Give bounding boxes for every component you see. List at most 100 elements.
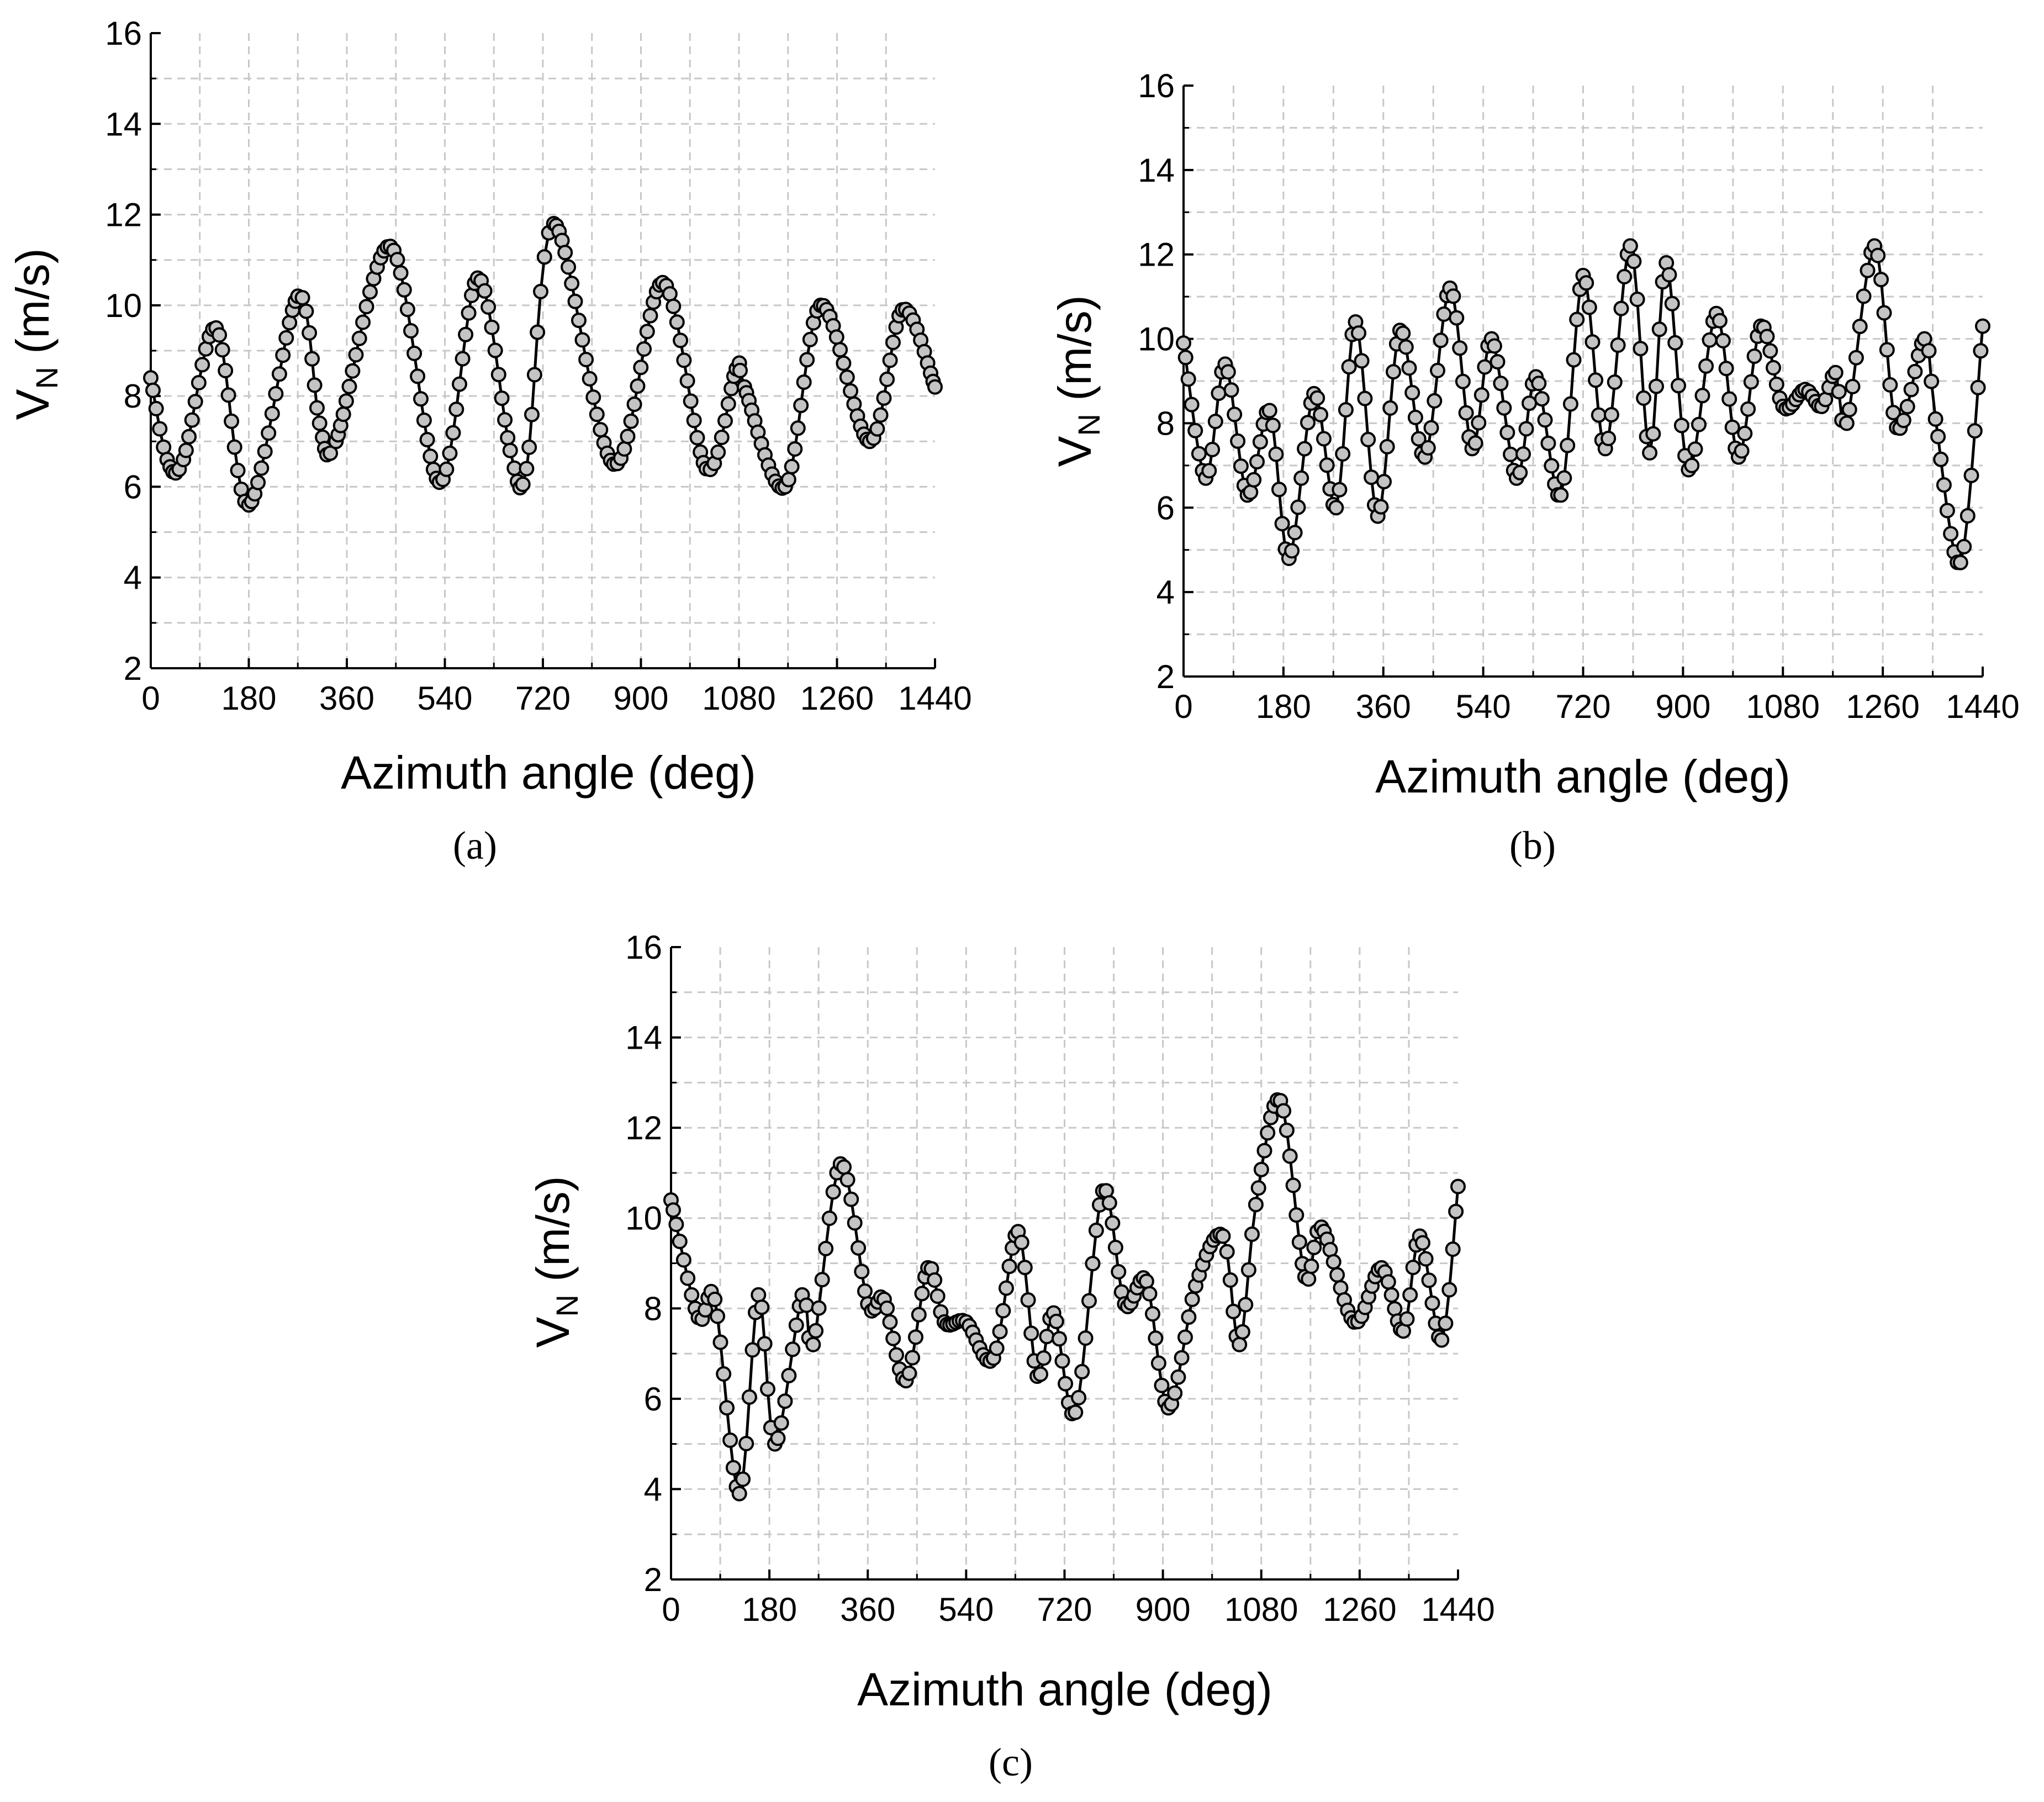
data-point — [720, 396, 736, 412]
data-point — [1841, 401, 1857, 418]
data-point — [1873, 272, 1889, 288]
data-point — [1924, 373, 1940, 389]
x-tick-label: 900 — [1135, 1591, 1191, 1628]
data-point — [355, 314, 371, 330]
axes-a — [150, 32, 936, 669]
data-point — [1531, 376, 1547, 392]
data-point — [1219, 1244, 1235, 1260]
data-point — [666, 298, 682, 314]
data-point — [873, 407, 889, 423]
data-point — [1285, 1177, 1301, 1193]
y-axis-label-main-a: V — [7, 389, 59, 420]
data-point — [1184, 397, 1200, 413]
data-point — [1879, 342, 1895, 358]
data-point — [808, 1323, 824, 1339]
data-point — [1649, 378, 1664, 394]
data-point — [1404, 385, 1420, 400]
data-point — [1248, 1197, 1264, 1213]
data-point — [719, 1400, 735, 1416]
x-tick-label: 1440 — [898, 680, 971, 717]
chart-panel-c: 0 180 360 540 720 900 1080 1260 1440 2 4 6 8 10 12 14 16… — [527, 929, 1495, 1784]
data-point — [1048, 1313, 1064, 1329]
data-point — [710, 1308, 726, 1324]
data-point — [1399, 1311, 1415, 1327]
data-point — [1452, 340, 1468, 356]
data-point — [780, 472, 796, 488]
data-point — [684, 1287, 700, 1303]
data-point — [480, 299, 497, 315]
data-point — [633, 360, 649, 376]
data-point — [282, 315, 298, 331]
data-point — [1191, 446, 1207, 462]
data-point — [422, 448, 439, 464]
data-point — [439, 461, 455, 477]
data-point — [836, 355, 852, 371]
data-point — [1493, 376, 1509, 392]
data-point — [530, 324, 546, 340]
data-point — [675, 1252, 691, 1268]
data-point — [1338, 402, 1354, 418]
data-point — [253, 460, 270, 476]
data-point — [1569, 311, 1585, 327]
data-point — [843, 1191, 859, 1207]
x-tick-label: 180 — [742, 1591, 797, 1628]
data-point — [187, 394, 203, 410]
y-tick-label: 8 — [644, 1290, 662, 1327]
data-point — [1970, 379, 1986, 395]
data-point — [1013, 1234, 1029, 1250]
data-point — [639, 324, 655, 340]
data-point — [760, 1381, 775, 1397]
y-tick-label: 10 — [625, 1200, 662, 1237]
tick-labels-c: 0 180 360 540 720 900 1080 1260 1440 2 4 6 8 10 12 14 16 — [625, 929, 1494, 1628]
data-point — [673, 332, 689, 348]
data-point — [911, 1307, 927, 1323]
y-tick-label: 4 — [644, 1471, 662, 1508]
data-point — [1553, 487, 1569, 503]
x-tick-label: 900 — [613, 680, 668, 717]
data-point — [1424, 1295, 1440, 1311]
data-point — [214, 342, 230, 358]
data-point — [854, 1264, 870, 1280]
data-point — [914, 1286, 930, 1302]
data-point — [1436, 306, 1452, 322]
data-point — [1316, 431, 1332, 447]
data-point — [399, 302, 415, 318]
data-point — [1445, 1241, 1461, 1257]
data-point — [1328, 500, 1344, 516]
data-point — [1306, 1239, 1322, 1255]
data-point — [757, 1336, 773, 1352]
y-axis-label-main-c: V — [527, 1317, 579, 1348]
data-point — [524, 406, 540, 422]
data-point — [669, 314, 685, 330]
data-point — [1376, 474, 1392, 490]
y-tick-label: 2 — [1156, 658, 1175, 695]
data-point — [1226, 1303, 1242, 1319]
data-point — [571, 313, 587, 329]
data-point — [1927, 411, 1943, 427]
data-point — [1039, 1329, 1055, 1345]
data-point — [1176, 335, 1191, 351]
data-point — [148, 400, 164, 416]
data-point — [341, 378, 357, 394]
data-point — [818, 1240, 834, 1256]
data-point — [1585, 334, 1601, 350]
data-point — [1313, 406, 1329, 422]
data-point — [1260, 1125, 1276, 1141]
data-point — [1633, 341, 1649, 357]
data-point — [1088, 1222, 1104, 1238]
data-point — [1405, 1260, 1421, 1275]
y-tick-label: 14 — [625, 1019, 662, 1056]
data-point — [1101, 1195, 1117, 1211]
data-point — [796, 374, 812, 390]
data-point — [178, 442, 194, 458]
data-point — [1895, 413, 1911, 429]
data-point — [1721, 391, 1737, 407]
data-point — [1936, 477, 1952, 493]
x-tick-label: 540 — [1456, 688, 1511, 725]
data-point — [1170, 1369, 1186, 1385]
data-point — [1332, 482, 1348, 498]
data-point — [1715, 332, 1731, 348]
data-point — [413, 391, 429, 407]
x-tick-label: 720 — [1555, 688, 1610, 725]
